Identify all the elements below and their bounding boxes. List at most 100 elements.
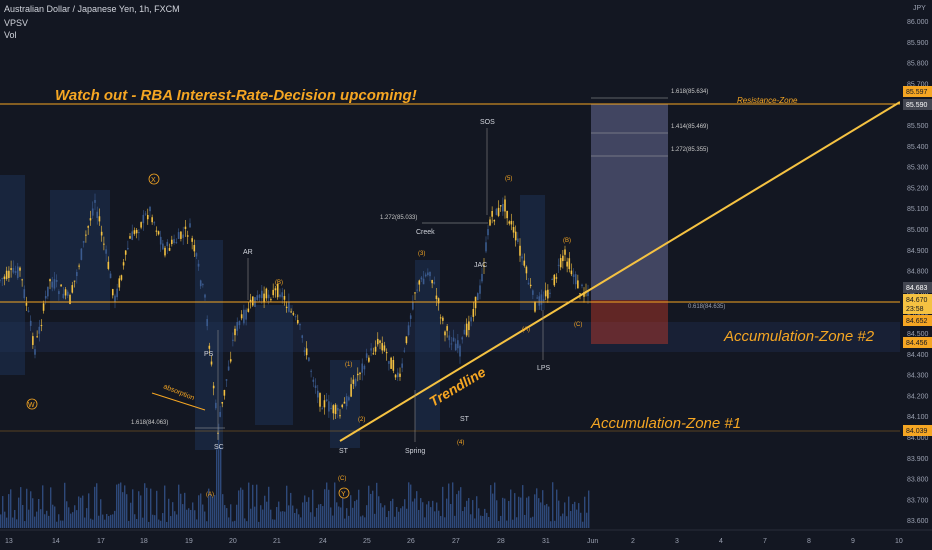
badge-resistance xyxy=(903,86,932,97)
candle-body xyxy=(422,278,425,285)
volume-bar xyxy=(388,510,390,528)
indicator-vpsv-label[interactable]: VPSV xyxy=(4,18,29,28)
accumulation-zone-1-label[interactable]: Accumulation-Zone #1 xyxy=(590,415,741,432)
volume-bar xyxy=(102,514,104,528)
price-tick-label: 86.000 xyxy=(907,19,929,26)
volume-bar xyxy=(574,501,576,528)
volume-bar xyxy=(120,482,122,528)
volume-bar xyxy=(560,516,562,528)
candle-body xyxy=(414,292,416,294)
candle-body xyxy=(549,292,551,294)
candle-body xyxy=(383,345,386,351)
volume-bar xyxy=(168,498,170,528)
volume-bar xyxy=(190,509,192,528)
volume-bar xyxy=(62,520,64,528)
absorption-label[interactable]: absorption xyxy=(162,383,195,402)
candle-body xyxy=(155,230,158,232)
fib-label: 1.618(85.634) xyxy=(671,89,708,95)
candle-body xyxy=(454,343,457,351)
volume-bar xyxy=(382,507,384,528)
currency-label: JPY xyxy=(913,5,926,12)
wyckoff-label-jac: JAC xyxy=(474,262,487,269)
wave-label: (C) xyxy=(574,322,582,328)
volume-bar xyxy=(508,500,510,528)
candle-body xyxy=(118,278,121,288)
candle-body xyxy=(542,299,545,302)
candle-body xyxy=(396,372,399,378)
candle-body xyxy=(330,407,332,409)
volume-bar xyxy=(242,489,244,528)
candle-body xyxy=(85,234,87,236)
volume-bar xyxy=(434,511,436,528)
volume-bar xyxy=(140,495,142,528)
volume-bar xyxy=(152,514,154,528)
volume-bar xyxy=(306,501,308,528)
symbol-title[interactable]: Australian Dollar / Japanese Yen, 1h, FX… xyxy=(4,4,180,14)
time-tick-label: 3 xyxy=(675,538,679,545)
candle-body xyxy=(232,339,234,341)
wyckoff-label-ps: PS xyxy=(204,351,214,358)
badge-zone xyxy=(903,337,932,348)
price-tick-label: 85.000 xyxy=(907,227,929,234)
wyckoff-label-sc: SC xyxy=(214,444,224,451)
volume-bar xyxy=(484,508,486,528)
volume-bar xyxy=(372,490,374,528)
badge-price xyxy=(903,294,932,314)
volume-bar xyxy=(552,482,554,528)
volume-bar xyxy=(532,516,534,528)
candle-body xyxy=(390,357,392,369)
volume-bar xyxy=(404,499,406,528)
volume-bar xyxy=(368,485,370,528)
candle-body xyxy=(452,337,455,342)
volume-bar xyxy=(478,508,480,528)
wave-label-y: Y xyxy=(341,491,346,498)
candle-body xyxy=(202,284,204,286)
candle-body xyxy=(221,401,224,404)
volume-bar xyxy=(322,506,324,528)
trendline[interactable] xyxy=(339,101,901,442)
candle-body xyxy=(124,250,127,255)
candle-body xyxy=(105,249,107,254)
candle-body xyxy=(457,340,459,349)
price-axis[interactable]: JPY 86.00085.90085.80085.70085.60085.500… xyxy=(900,0,932,530)
candle-body xyxy=(58,291,60,295)
volume-bar xyxy=(572,504,574,528)
price-tick-label: 85.300 xyxy=(907,165,929,172)
volume-bar xyxy=(146,487,148,528)
volume-bar xyxy=(70,513,72,528)
volume-bar xyxy=(284,511,286,528)
volume-bar xyxy=(446,498,448,528)
accumulation-zone-2-label[interactable]: Accumulation-Zone #2 xyxy=(723,328,875,345)
volume-bar xyxy=(348,515,350,528)
candle-body xyxy=(465,323,468,336)
candle-body xyxy=(316,390,319,398)
candle-body xyxy=(497,207,500,216)
candle-body xyxy=(199,280,202,287)
volume-bar xyxy=(356,499,358,528)
volume-bar xyxy=(30,491,32,528)
badge-countdown-text: 23:58 xyxy=(906,306,924,313)
volume-bar xyxy=(162,513,164,528)
volume-bar xyxy=(312,489,314,528)
volume-bar xyxy=(136,519,138,528)
indicator-vol-label[interactable]: Vol xyxy=(4,30,17,40)
resistance-zone-label[interactable]: Resistance-Zone xyxy=(737,96,798,105)
candle-body xyxy=(87,226,89,228)
volume-bar xyxy=(304,495,306,528)
volume-bar xyxy=(498,521,500,528)
candle-body xyxy=(261,290,263,299)
volume-bar xyxy=(472,500,474,528)
volume-bar xyxy=(106,513,108,528)
volume-profile-block xyxy=(195,240,223,450)
volume-bar xyxy=(270,509,272,528)
wave-label-w: W xyxy=(28,402,35,409)
volume-bar xyxy=(546,503,548,528)
headline-annotation[interactable]: Watch out - RBA Interest-Rate-Decision u… xyxy=(55,87,417,104)
candle-body xyxy=(168,247,171,251)
volume-bar xyxy=(138,491,140,528)
volume-bar xyxy=(584,496,586,528)
time-axis[interactable]: 13 14 17 18 19 20 21 24 25 26 27 28 31 Jun 2 3 4 7 8 9 10 xyxy=(0,529,932,545)
candle-body xyxy=(10,268,12,270)
volume-bar xyxy=(16,519,18,528)
